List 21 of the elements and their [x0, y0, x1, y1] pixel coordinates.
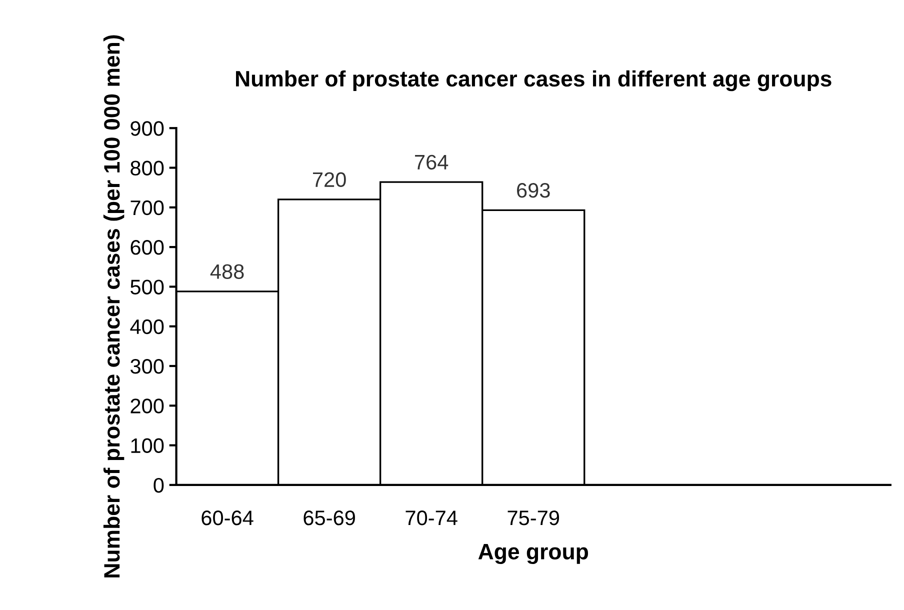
x-tick-label: 60-64: [202, 510, 254, 526]
x-tick-label: 70-74: [406, 510, 458, 526]
y-tick-label: 900: [130, 121, 164, 136]
x-axis-title: Age group: [478, 544, 588, 564]
y-tick-label: 600: [130, 240, 164, 255]
y-tick-label: 400: [130, 319, 164, 334]
y-axis-title: Number of prostate cancer cases (per 100 000 men): [103, 35, 124, 578]
y-tick-label: 700: [130, 200, 164, 216]
y-tick-label: 800: [130, 160, 164, 176]
data-label: 764: [415, 154, 448, 170]
x-tick-label: 65-69: [304, 510, 355, 526]
chart-title: Number of prostate cancer cases in different age groups: [236, 70, 832, 92]
x-tick-label: 75-79: [508, 510, 560, 526]
data-label: 693: [517, 182, 550, 198]
data-label: 488: [210, 264, 244, 280]
y-tick-label: 100: [131, 438, 164, 454]
y-tick-label: 300: [130, 359, 164, 374]
y-tick-label: 200: [130, 398, 164, 414]
y-tick-label: 0: [154, 478, 164, 493]
y-tick-label: 500: [130, 280, 164, 294]
data-label: 720: [313, 172, 346, 188]
